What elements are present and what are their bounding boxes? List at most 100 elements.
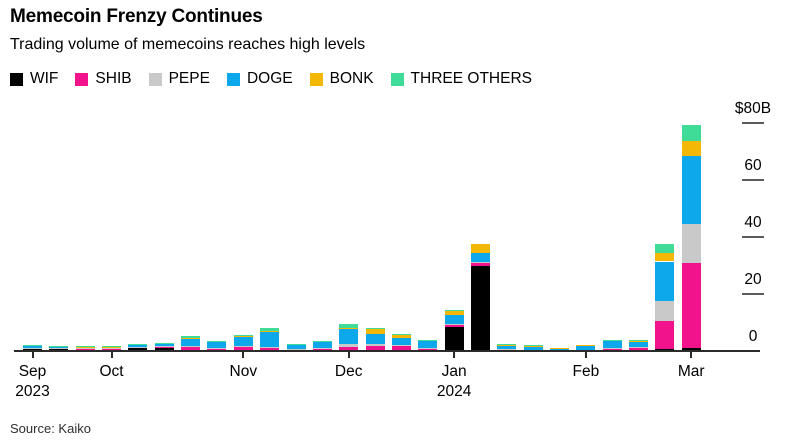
bar-jan-w2-doge	[470, 253, 490, 263]
bar-oct-w4-doge	[181, 338, 201, 347]
bar-sep-w3-shib	[75, 348, 95, 350]
bar-jan-w4-doge	[523, 345, 543, 350]
legend-swatch-icon-three-others	[390, 72, 404, 86]
bar-mar-w1-shib	[681, 263, 701, 349]
bar-jan-w3-bonk	[497, 344, 517, 346]
x-tick-nov	[242, 352, 245, 358]
x-tick-mar	[690, 352, 693, 358]
bar-mar-w1-doge	[681, 156, 701, 224]
bar-dec-w1-shib	[339, 347, 359, 351]
bar-oct-w4-three-others	[181, 336, 201, 338]
bar-dec-w2-shib	[365, 345, 385, 351]
bar-sep-w1-wif	[23, 348, 42, 351]
bar-jan-w1-doge	[444, 315, 464, 324]
bar-dec-w4-shib	[418, 348, 438, 351]
bar-oct-w3-shib	[154, 346, 174, 348]
legend-item-doge: DOGE	[226, 70, 293, 88]
bar-feb-w4-bonk	[655, 253, 675, 262]
bar-dec-w1-doge	[339, 328, 359, 344]
legend-label-wif: WIF	[30, 70, 59, 87]
y-tick-dash-80	[742, 122, 764, 124]
bar-dec-w4-bonk	[418, 339, 438, 342]
bar-nov-w1-shib	[233, 347, 253, 351]
bar-dec-w2-pepe	[365, 344, 385, 346]
bar-nov-w4-shib	[312, 348, 332, 351]
y-tick-dash-20	[742, 293, 764, 295]
legend: WIF SHIB PEPE DOGE BONK THREE OTHERS	[10, 70, 532, 88]
bar-dec-w3-shib	[391, 346, 411, 350]
legend-item-wif: WIF	[10, 70, 58, 88]
bar-dec-w4-doge	[418, 341, 438, 348]
x-label-year-2023: 2023	[15, 383, 50, 400]
bar-oct-w4-pepe	[181, 346, 201, 348]
bar-feb-w4-pepe	[655, 301, 675, 322]
bar-jan-w4-three-others	[523, 345, 543, 346]
bar-nov-w3-shib	[286, 349, 306, 351]
bar-sep-w1-shib	[23, 347, 42, 349]
bar-nov-w1-doge	[233, 337, 253, 347]
bar-dec-w1-three-others	[339, 323, 359, 329]
bar-oct-w2-doge	[128, 344, 148, 347]
bar-nov-w2-doge	[260, 331, 280, 347]
x-label-jan: Jan 2024	[414, 362, 494, 402]
bar-oct-w5-doge	[207, 341, 227, 348]
x-label-nov: Nov	[229, 363, 258, 380]
bar-mar-w1-wif	[681, 348, 701, 351]
bar-jan-w2-pepe	[470, 262, 490, 263]
bar-feb-w3-doge	[629, 341, 649, 348]
bar-dec-w4-pepe	[418, 347, 438, 349]
bar-nov-w4-pepe	[312, 348, 332, 349]
bar-dec-w1-bonk	[339, 328, 359, 329]
bar-dec-w3-doge	[391, 337, 411, 346]
bar-jan-w1-bonk	[444, 311, 464, 316]
bar-feb-w2-bonk	[602, 339, 622, 342]
y-label-40: 40	[744, 214, 762, 231]
bar-sep-w3-doge	[75, 347, 95, 349]
bar-sep-w2-wif	[49, 348, 69, 351]
source-note: Source: Kaiko	[10, 421, 91, 436]
x-label-sep: Sep 2023	[0, 362, 73, 402]
bar-feb-w3-bonk	[629, 340, 649, 342]
bar-nov-w2-pepe	[260, 346, 280, 348]
bar-feb-w2-shib	[602, 348, 622, 351]
bar-oct-w3-doge	[154, 343, 174, 347]
bar-jan-w2-wif	[470, 266, 490, 351]
x-label-feb: Feb	[572, 363, 600, 380]
chart-subtitle: Trading volume of memecoins reaches high…	[10, 36, 366, 53]
bar-mar-w1-bonk	[681, 140, 701, 157]
legend-label-three-others: THREE OTHERS	[410, 70, 532, 87]
bar-sep-w2-doge	[49, 346, 69, 348]
x-axis-line	[14, 350, 760, 352]
bar-nov-w1-three-others	[233, 334, 253, 337]
y-label-20: 20	[744, 271, 762, 288]
legend-swatch-icon-shib	[75, 72, 89, 86]
bar-nov-w2-bonk	[260, 330, 280, 332]
bar-oct-w1-doge	[102, 347, 122, 349]
bar-dec-w2-three-others	[365, 328, 385, 329]
bar-nov-w2-shib	[260, 347, 280, 351]
x-tick-sep	[31, 352, 34, 358]
bar-oct-w4-bonk	[181, 337, 201, 339]
legend-item-three-others: THREE OTHERS	[390, 70, 532, 88]
x-label-mar: Mar	[677, 363, 705, 380]
bar-feb-w2-doge	[602, 341, 622, 348]
bar-oct-w2-wif	[128, 347, 148, 351]
y-tick-dash-60	[742, 179, 764, 181]
bar-jan-w5-doge	[550, 347, 569, 351]
bar-dec-w3-bonk	[391, 334, 411, 338]
bar-feb-w4-wif	[655, 349, 675, 351]
bar-jan-w1-three-others	[444, 309, 464, 312]
bar-feb-w4-doge	[655, 261, 675, 302]
y-label-60: 60	[744, 157, 762, 174]
bar-feb-w3-shib	[629, 347, 649, 351]
y-label-0: 0	[748, 328, 758, 345]
x-tick-feb	[584, 352, 587, 358]
y-tick-dash-40	[742, 236, 764, 238]
bar-oct-w5-shib	[207, 348, 227, 351]
x-label-dec: Dec	[334, 363, 363, 380]
x-tick-jan	[453, 352, 456, 358]
bar-oct-w1-shib	[102, 348, 122, 350]
legend-label-pepe: PEPE	[168, 70, 210, 87]
bar-sep-w1-doge	[23, 345, 42, 348]
